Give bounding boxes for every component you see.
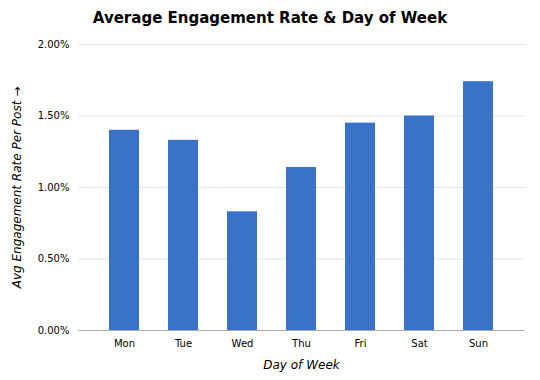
svg-text:Sun: Sun <box>469 338 488 349</box>
svg-text:Tue: Tue <box>174 338 192 349</box>
svg-text:0.50%: 0.50% <box>38 253 70 264</box>
svg-text:2.00%: 2.00% <box>38 39 70 50</box>
svg-text:0.00%: 0.00% <box>38 325 70 336</box>
svg-text:Fri: Fri <box>355 338 367 349</box>
svg-text:Wed: Wed <box>232 338 254 349</box>
svg-text:1.50%: 1.50% <box>38 110 70 121</box>
svg-text:Day of Week: Day of Week <box>263 358 341 372</box>
svg-text:Mon: Mon <box>114 338 135 349</box>
svg-text:1.00%: 1.00% <box>38 182 70 193</box>
svg-text:Thu: Thu <box>291 338 311 349</box>
svg-text:Avg Engagement Rate Per Post →: Avg Engagement Rate Per Post → <box>10 87 24 289</box>
svg-text:Sat: Sat <box>411 338 427 349</box>
html-text:Average Engagement Rate & Day: Average Engagement Rate & Day of Week <box>92 9 448 27</box>
